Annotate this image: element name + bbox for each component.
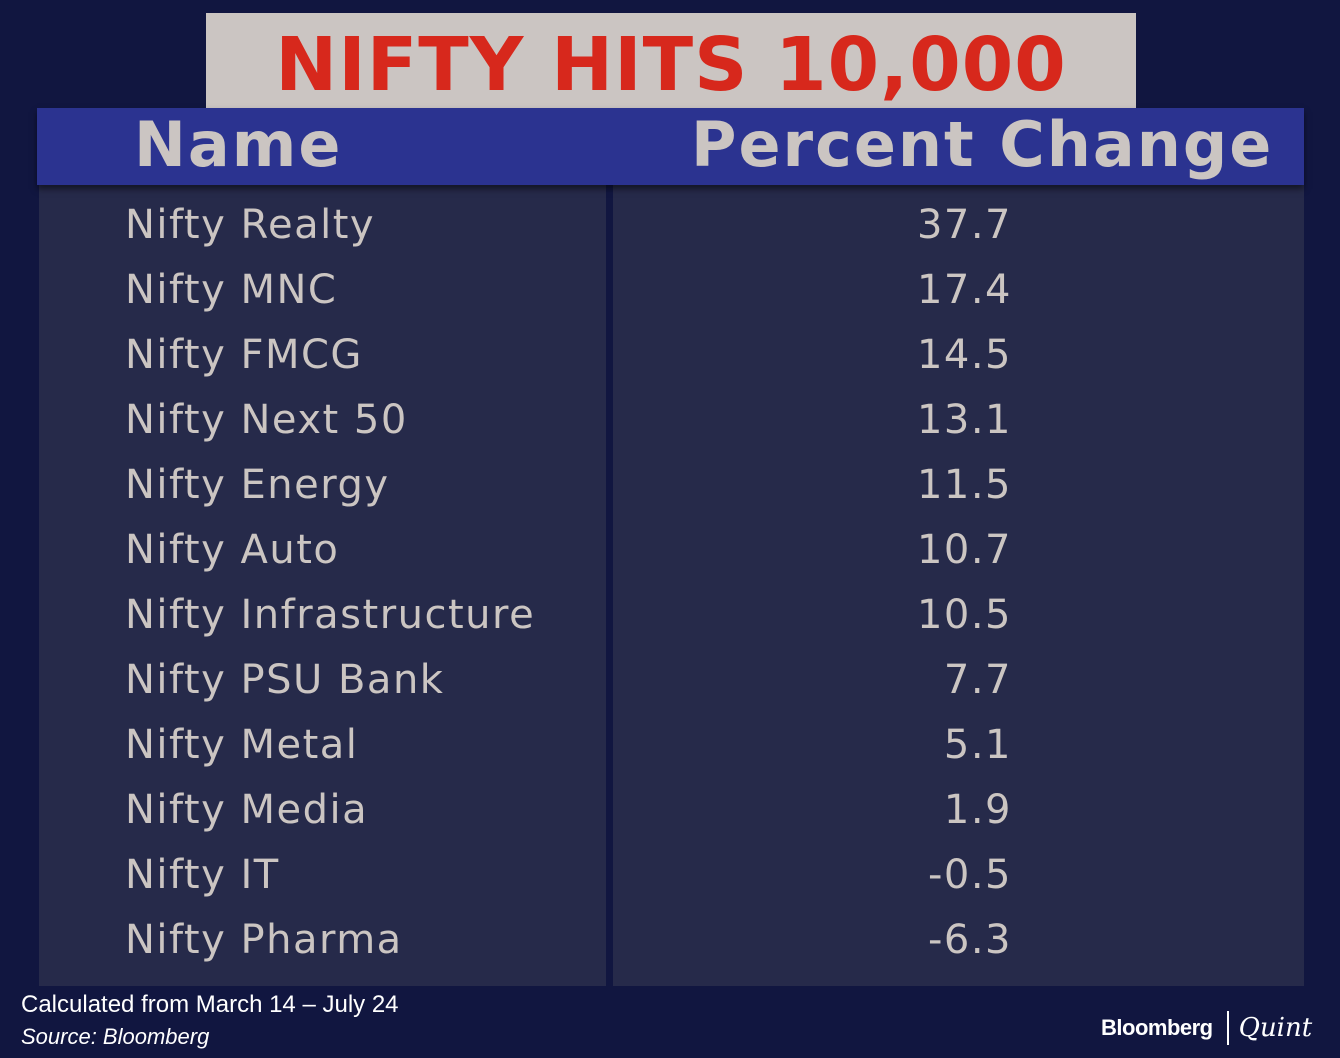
source-note: Source: Bloomberg <box>21 1024 210 1049</box>
row-value-cell: 14.5 <box>916 332 1012 378</box>
title-banner: NIFTY HITS 10,000 <box>206 13 1136 108</box>
logo-separator <box>1226 1011 1229 1045</box>
row-value-cell: 5.1 <box>943 722 1012 768</box>
row-value-cell: 10.5 <box>916 592 1012 638</box>
table-header: Name Percent Change <box>37 108 1304 185</box>
table-row: Nifty MNC 17.4 <box>0 258 1340 323</box>
row-name-cell: Nifty Energy <box>125 462 390 508</box>
row-name-cell: Nifty PSU Bank <box>125 657 445 703</box>
table-body: Nifty Realty 37.7 Nifty MNC 17.4 Nifty FMCG 1… <box>0 193 1340 973</box>
row-name-cell: Nifty Media <box>125 787 369 833</box>
table-row: Nifty Auto 10.7 <box>0 518 1340 583</box>
row-name-cell: Nifty Metal <box>125 722 359 768</box>
row-value-cell: -6.3 <box>927 917 1012 963</box>
row-name-cell: Nifty Next 50 <box>125 397 408 443</box>
row-name-cell: Nifty Pharma <box>125 917 403 963</box>
table-row: Nifty Media 1.9 <box>0 778 1340 843</box>
header-name: Name <box>134 108 343 181</box>
row-value-cell: 10.7 <box>916 527 1012 573</box>
calculation-note: Calculated from March 14 – July 24 <box>21 991 399 1018</box>
row-value-cell: -0.5 <box>927 852 1012 898</box>
row-name-cell: Nifty IT <box>125 852 280 898</box>
row-name-cell: Nifty Auto <box>125 527 340 573</box>
column-divider <box>606 185 613 986</box>
value-column-panel <box>613 185 1304 986</box>
logo-quint: Quint <box>1238 1013 1313 1043</box>
row-value-cell: 17.4 <box>916 267 1012 313</box>
table-row: Nifty Infrastructure 10.5 <box>0 583 1340 648</box>
logo-bloomberg: Bloomberg <box>1101 1015 1213 1040</box>
page-title: NIFTY HITS 10,000 <box>275 21 1067 108</box>
row-value-cell: 11.5 <box>916 462 1012 508</box>
header-percent-change: Percent Change <box>691 108 1274 181</box>
row-value-cell: 7.7 <box>943 657 1012 703</box>
row-value-cell: 37.7 <box>916 202 1012 248</box>
table-row: Nifty PSU Bank 7.7 <box>0 648 1340 713</box>
table-row: Nifty Metal 5.1 <box>0 713 1340 778</box>
table-row: Nifty FMCG 14.5 <box>0 323 1340 388</box>
row-name-cell: Nifty MNC <box>125 267 338 313</box>
row-value-cell: 13.1 <box>916 397 1012 443</box>
table-row: Nifty Next 50 13.1 <box>0 388 1340 453</box>
table-row: Nifty Realty 37.7 <box>0 193 1340 258</box>
name-column-panel <box>39 185 606 986</box>
row-value-cell: 1.9 <box>943 787 1012 833</box>
bloomberg-quint-logo: Bloomberg Quint <box>1101 1010 1312 1046</box>
table-row: Nifty Energy 11.5 <box>0 453 1340 518</box>
row-name-cell: Nifty Realty <box>125 202 376 248</box>
row-name-cell: Nifty FMCG <box>125 332 363 378</box>
row-name-cell: Nifty Infrastructure <box>125 592 536 638</box>
table-row: Nifty Pharma -6.3 <box>0 908 1340 973</box>
table-row: Nifty IT -0.5 <box>0 843 1340 908</box>
